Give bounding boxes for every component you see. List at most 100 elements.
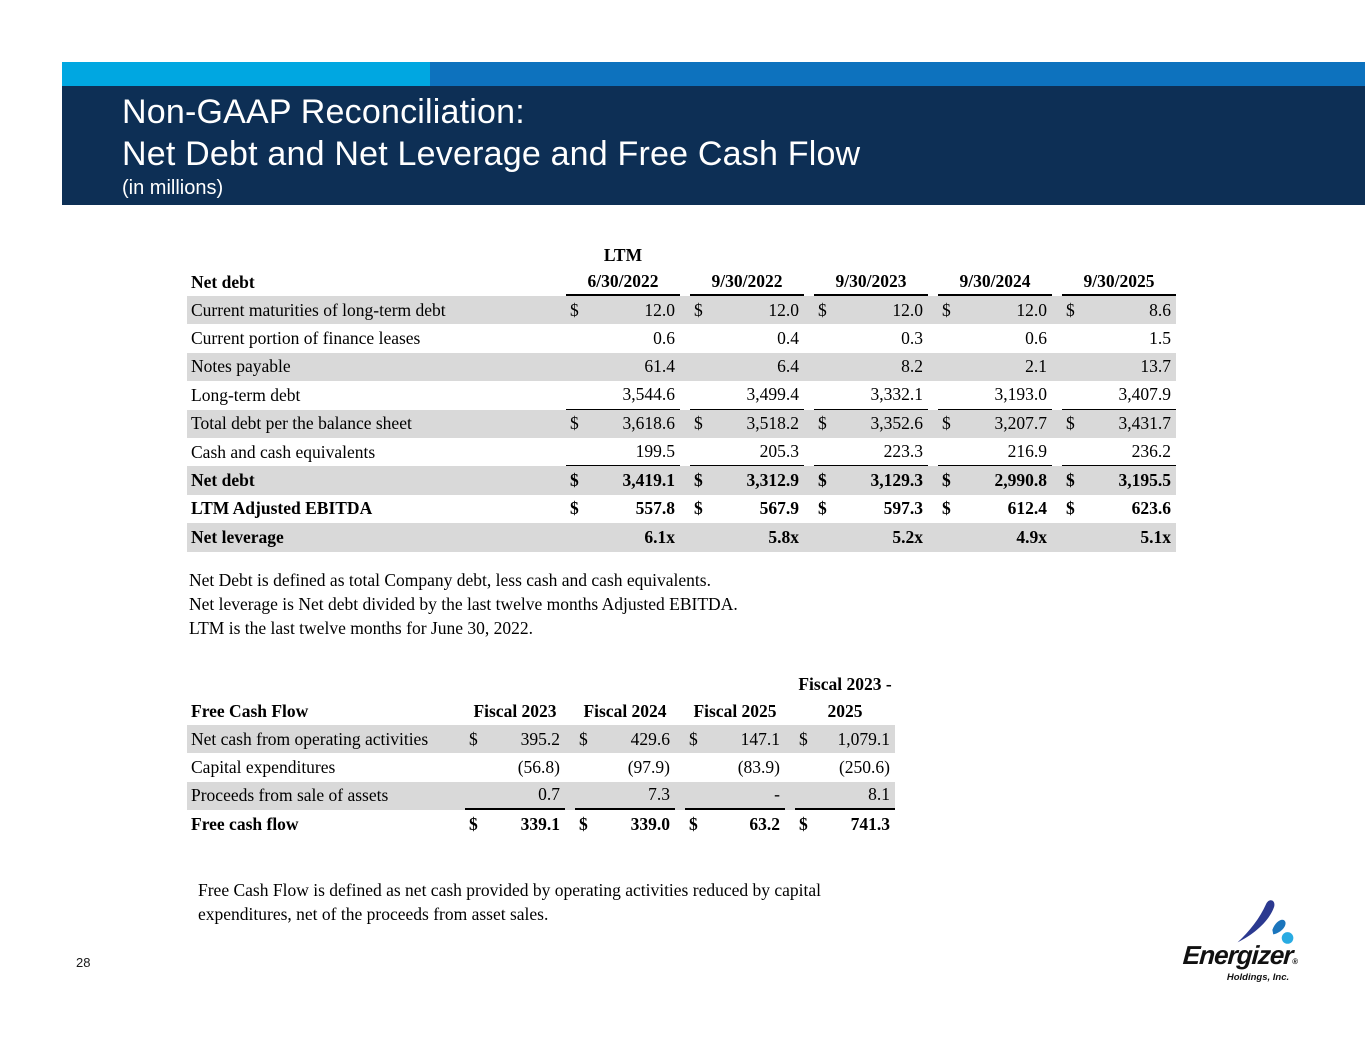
value-cell: $3,419.1 [566,466,680,494]
cell-value: 205.3 [759,441,799,462]
cell-value: 216.9 [1007,441,1047,462]
value-cell: $597.3 [814,495,928,523]
table-row: Net leverage 6.1x 5.8x 5.2x 4.9x 5.1x [187,523,1176,552]
row-label: Capital expenditures [191,757,336,778]
dollar-sign: $ [579,728,588,749]
table-row: Net cash from operating activities $395.2… [187,725,895,754]
value-cell: 1.5 [1062,324,1176,352]
dollar-sign: $ [469,728,478,749]
table-row: Cash and cash equivalents 199.5 205.3 223.3… [187,438,1176,467]
row-label: Long-term debt [191,384,301,405]
table-row: Current maturities of long-term debt $12.… [187,296,1176,325]
cell-value: (97.9) [627,757,670,778]
row-label: Net debt [191,470,255,491]
value-cell: (250.6) [795,753,895,781]
value-cell: $3,207.7 [938,410,1052,438]
free-cash-flow-table: Fiscal 2023 - Free Cash Flow Fiscal 2023 Fi… [187,672,895,839]
value-cell: 61.4 [566,353,680,381]
footnote-line: LTM is the last twelve months for June 3… [189,618,533,638]
cell-value: 3,129.3 [870,470,924,491]
cell-value: - [774,784,780,805]
value-cell: $3,431.7 [1062,410,1176,438]
value-cell: $1,079.1 [795,725,895,753]
column-header-cell: 9/30/2022 [690,268,804,296]
cell-value: 12.0 [1016,299,1047,320]
dollar-sign: $ [942,498,951,519]
value-cell: 5.1x [1062,523,1176,551]
dollar-sign: $ [1066,299,1075,320]
footnote-line: Net Debt is defined as total Company deb… [189,570,711,590]
cell-value: 339.1 [520,813,560,834]
dollar-sign: $ [942,413,951,434]
value-cell: $8.6 [1062,296,1176,324]
value-cell: 2.1 [938,353,1052,381]
dollar-sign: $ [694,498,703,519]
cell-value: 557.8 [635,498,675,519]
cell-value: 612.4 [1007,498,1047,519]
cell-value: 3,195.5 [1118,470,1172,491]
cell-value: 63.2 [749,813,780,834]
column-header-cell: 9/30/2024 [938,268,1052,296]
row-label: Cash and cash equivalents [191,441,376,462]
table-header-top-row: LTM [187,243,1176,268]
cell-value: 0.4 [777,328,799,349]
cell-value: 5.2x [892,526,923,547]
cell-value: 3,518.2 [746,413,800,434]
value-cell: $12.0 [566,296,680,324]
cell-value: 741.3 [850,813,890,834]
table-row: Current portion of finance leases 0.6 0.4 0… [187,324,1176,352]
value-cell: 3,407.9 [1062,381,1176,410]
table-title-cell: Free Cash Flow [191,700,309,721]
slide-title-line2: Net Debt and Net Leverage and Free Cash … [122,135,861,173]
dollar-sign: $ [689,728,698,749]
column-header-cell: 6/30/2022 [566,268,680,296]
column-header-cell: Fiscal 2023 [473,700,557,721]
column-top-label: LTM [603,245,643,265]
energizer-wordmark: Energizer® [1182,940,1300,971]
cell-value: 3,312.9 [746,470,800,491]
row-label: LTM Adjusted EBITDA [191,498,373,519]
value-cell: 3,499.4 [690,381,804,410]
value-cell: 3,332.1 [814,381,928,410]
dollar-sign: $ [570,413,579,434]
table-row: Net debt $3,419.1 $3,312.9 $3,129.3 $2,990.8… [187,466,1176,495]
value-cell: 223.3 [814,438,928,467]
cell-value: 5.1x [1140,526,1171,547]
free-cash-flow-footnote: Free Cash Flow is defined as net cash pr… [198,880,822,924]
value-cell: $63.2 [685,810,785,838]
cell-value: 3,193.0 [994,384,1048,405]
cell-value: 6.4 [777,356,799,377]
table-row: LTM Adjusted EBITDA $557.8 $567.9 $597.3 $61… [187,495,1176,523]
cell-value: 395.2 [520,728,560,749]
value-cell: (83.9) [685,753,785,781]
cell-value: 567.9 [759,498,799,519]
dollar-sign: $ [818,299,827,320]
row-label: Net cash from operating activities [191,728,429,749]
title-band: Non-GAAP Reconciliation: Net Debt and Ne… [62,86,1365,205]
cell-value: 8.6 [1149,299,1171,320]
value-cell: - [685,782,785,811]
dollar-sign: $ [799,813,808,834]
column-top-label [1062,243,1176,268]
column-top-label [685,672,785,697]
value-cell: 3,544.6 [566,381,680,410]
cell-value: 61.4 [644,356,675,377]
value-cell: 205.3 [690,438,804,467]
cell-value: 7.3 [648,784,670,805]
dollar-sign: $ [694,470,703,491]
value-cell: $741.3 [795,810,895,838]
dollar-sign: $ [818,470,827,491]
cell-value: 3,207.7 [994,413,1048,434]
dollar-sign: $ [469,813,478,834]
row-label: Notes payable [191,356,291,377]
dollar-sign: $ [694,413,703,434]
dollar-sign: $ [689,813,698,834]
value-cell: 5.2x [814,523,928,551]
value-cell: $12.0 [690,296,804,324]
cell-value: 12.0 [768,299,799,320]
value-cell: $567.9 [690,495,804,523]
cell-value: 3,499.4 [746,384,800,405]
cell-value: 0.7 [538,784,560,805]
row-label: Total debt per the balance sheet [191,413,412,434]
